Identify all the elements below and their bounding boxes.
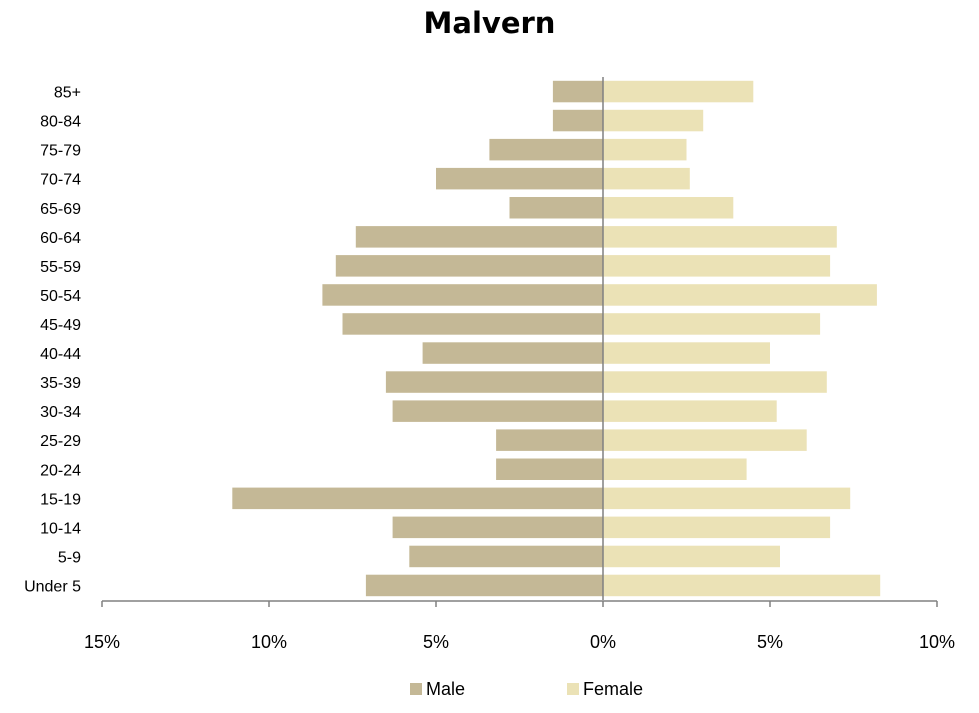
bar-female-70-74 <box>603 167 690 190</box>
bar-male-under-5 <box>365 574 603 597</box>
bar-female-35-39 <box>603 371 827 393</box>
bar-male-70-74 <box>436 167 603 190</box>
y-tick-label: 70-74 <box>40 172 81 189</box>
y-tick-label: 50-54 <box>40 288 81 305</box>
bar-female-60-64 <box>603 226 837 248</box>
bar-male-20-24 <box>496 458 603 480</box>
y-tick-label: 5-9 <box>58 549 81 566</box>
y-tick-label: 75-79 <box>40 143 81 160</box>
bar-female-55-59 <box>603 255 831 277</box>
bar-female-40-44 <box>603 342 770 364</box>
chart-title: Malvern <box>423 6 556 40</box>
bar-male-65-69 <box>509 197 603 219</box>
bar-male-30-34 <box>392 400 603 422</box>
y-tick-label: 55-59 <box>40 259 81 276</box>
bar-male-60-64 <box>355 226 603 248</box>
y-tick-label: 15-19 <box>40 491 81 508</box>
bar-female-30-34 <box>603 400 777 422</box>
x-tick-label: 10% <box>919 632 955 652</box>
y-tick-label: 65-69 <box>40 201 81 218</box>
bar-female-80-84 <box>603 109 704 132</box>
bar-male-75-79 <box>489 138 603 161</box>
bar-female-65-69 <box>603 197 734 219</box>
bar-male-55-59 <box>335 255 603 277</box>
x-tick-label: 0% <box>590 632 616 652</box>
bar-male-45-49 <box>342 313 603 335</box>
x-tick-label: 15% <box>84 632 120 652</box>
y-tick-label: 45-49 <box>40 317 81 334</box>
bar-male-10-14 <box>392 516 603 539</box>
legend-swatch-female <box>567 683 579 695</box>
y-tick-label: 85+ <box>54 85 81 102</box>
bar-female-20-24 <box>603 458 747 480</box>
bar-male-15-19 <box>232 487 604 510</box>
bar-female-85 <box>603 80 754 103</box>
y-tick-label: 20-24 <box>40 462 81 479</box>
bar-female-15-19 <box>603 487 851 510</box>
legend-label-male: Male <box>426 679 465 699</box>
y-tick-label: 60-64 <box>40 230 81 247</box>
bar-male-80-84 <box>552 109 603 132</box>
bar-female-25-29 <box>603 429 807 451</box>
bar-female-50-54 <box>603 284 877 306</box>
bar-male-25-29 <box>496 429 603 451</box>
bar-male-40-44 <box>422 342 603 364</box>
bar-male-5-9 <box>409 545 603 568</box>
y-tick-label: 35-39 <box>40 375 81 392</box>
y-tick-label: Under 5 <box>24 579 81 596</box>
y-tick-label: 10-14 <box>40 520 81 537</box>
y-tick-label: 80-84 <box>40 114 81 131</box>
bar-male-35-39 <box>385 371 603 393</box>
legend-swatch-male <box>410 683 422 695</box>
bar-female-5-9 <box>603 545 780 568</box>
x-tick-label: 10% <box>251 632 287 652</box>
bar-female-under-5 <box>603 574 881 597</box>
x-tick-label: 5% <box>757 632 783 652</box>
bar-female-45-49 <box>603 313 821 335</box>
legend-label-female: Female <box>583 679 643 699</box>
x-tick-label: 5% <box>423 632 449 652</box>
bar-male-50-54 <box>322 284 603 306</box>
y-tick-label: 25-29 <box>40 433 81 450</box>
bar-female-75-79 <box>603 138 687 161</box>
y-tick-label: 40-44 <box>40 346 81 363</box>
bar-female-10-14 <box>603 516 831 539</box>
bar-male-85 <box>552 80 603 103</box>
y-tick-label: 30-34 <box>40 404 81 421</box>
